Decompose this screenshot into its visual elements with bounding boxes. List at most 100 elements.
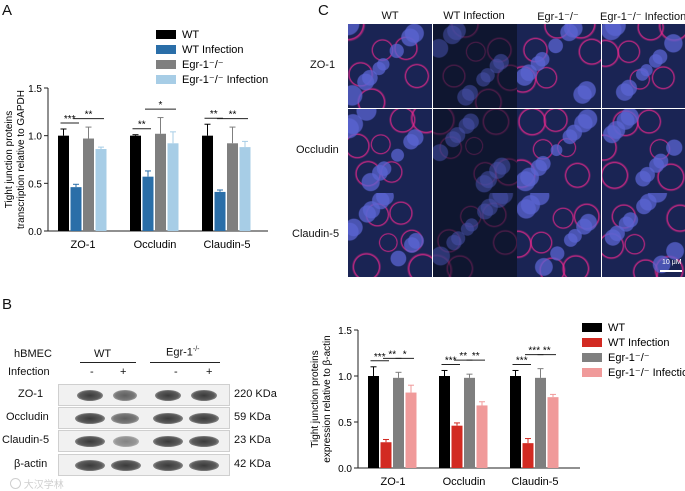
blot-kda-occludin: 59 KDa bbox=[234, 411, 271, 423]
sign-4: + bbox=[206, 366, 212, 378]
bar bbox=[523, 443, 534, 468]
sign-3: - bbox=[174, 366, 178, 378]
bar bbox=[168, 143, 179, 231]
micrograph-tile bbox=[517, 109, 601, 193]
legend-label: WT Infection bbox=[182, 44, 244, 56]
significance-label: ** bbox=[85, 110, 93, 121]
cell-line-label: hBMEC bbox=[14, 348, 52, 360]
x-tick-label: ZO-1 bbox=[70, 239, 95, 251]
col-header-wt: WT bbox=[348, 10, 432, 22]
y-axis-label: Tight junction proteins bbox=[310, 350, 321, 447]
blot-lane-claudin5 bbox=[58, 430, 230, 452]
blot-kda-zo1: 220 KDa bbox=[234, 388, 277, 400]
legend-swatch bbox=[582, 353, 602, 362]
micrograph-tile bbox=[348, 24, 432, 108]
blot-kda-bactin: 42 KDa bbox=[234, 458, 271, 470]
micrograph-tile bbox=[517, 24, 601, 108]
col-header-wt-infection: WT Infection bbox=[432, 10, 516, 22]
legend-swatch bbox=[582, 323, 602, 332]
x-tick-label: ZO-1 bbox=[380, 476, 405, 488]
legend-label: WT bbox=[182, 29, 199, 41]
bar bbox=[83, 139, 94, 231]
micrograph-tile bbox=[433, 109, 517, 193]
group-line-egr bbox=[150, 362, 220, 363]
band bbox=[75, 436, 105, 447]
legend-label: Egr-1⁻/⁻ Infection bbox=[608, 367, 685, 379]
blot-lane-bactin bbox=[58, 454, 230, 476]
significance-label: ** bbox=[543, 346, 551, 357]
band bbox=[77, 390, 103, 401]
significance-label: ** bbox=[459, 351, 467, 362]
band bbox=[155, 390, 181, 401]
blot-row-label-zo1: ZO-1 bbox=[18, 388, 43, 400]
sign-2: + bbox=[120, 366, 126, 378]
micrograph-tile bbox=[433, 24, 517, 108]
band bbox=[113, 390, 137, 401]
bar bbox=[439, 376, 450, 468]
y-tick-label: 1.5 bbox=[338, 326, 352, 337]
group-line-wt bbox=[80, 362, 136, 363]
y-tick-label: 0.0 bbox=[28, 227, 42, 238]
blot-row-label-claudin5: Claudin-5 bbox=[2, 434, 49, 446]
y-tick-label: 0.5 bbox=[338, 418, 352, 429]
bar bbox=[71, 187, 82, 231]
legend-label: WT bbox=[608, 322, 625, 334]
row-header-claudin5: Claudin-5 bbox=[292, 228, 339, 240]
row-header-occludin: Occludin bbox=[296, 144, 339, 156]
bar bbox=[452, 426, 463, 468]
scale-bar-label: 10 μM bbox=[662, 259, 682, 266]
bar bbox=[240, 147, 251, 231]
blot-row-label-occludin: Occludin bbox=[6, 411, 49, 423]
row-header-zo1: ZO-1 bbox=[310, 59, 335, 71]
x-tick-label: Occludin bbox=[443, 476, 486, 488]
micrograph-tile bbox=[602, 24, 685, 108]
blot-lane-zo1 bbox=[58, 384, 230, 406]
legend-label: WT Infection bbox=[608, 337, 670, 349]
band bbox=[113, 436, 139, 447]
significance-label: *** bbox=[64, 114, 76, 125]
sign-1: - bbox=[90, 366, 94, 378]
legend-label: Egr-1⁻/⁻ bbox=[182, 59, 224, 71]
significance-label: *** bbox=[516, 355, 528, 366]
band bbox=[75, 460, 105, 471]
y-axis-label: Tight junction proteins bbox=[4, 111, 15, 208]
micrograph-grid bbox=[348, 24, 685, 277]
bar bbox=[368, 376, 379, 468]
legend-swatch bbox=[582, 368, 602, 377]
band bbox=[189, 413, 219, 424]
x-tick-label: Occludin bbox=[134, 239, 177, 251]
y-tick-label: 0.5 bbox=[28, 179, 42, 190]
band bbox=[153, 436, 183, 447]
scale-bar bbox=[660, 270, 682, 272]
significance-label: *** bbox=[445, 355, 457, 366]
group-label-egr: Egr-1-/- bbox=[166, 346, 200, 359]
bar bbox=[58, 136, 69, 231]
significance-label: ** bbox=[229, 110, 237, 121]
band bbox=[189, 436, 219, 447]
micrograph-tile bbox=[602, 109, 685, 193]
micrograph-tile bbox=[433, 193, 517, 277]
group-label-wt: WT bbox=[94, 348, 111, 360]
western-blot: hBMEC WT Egr-1-/- Infection - + - + ZO-1… bbox=[0, 300, 300, 489]
bar bbox=[548, 397, 559, 468]
y-axis-label: transcription relative to GAPDH bbox=[16, 90, 27, 229]
band bbox=[75, 413, 105, 424]
significance-label: ** bbox=[388, 349, 396, 360]
bar bbox=[510, 376, 521, 468]
band bbox=[191, 390, 217, 401]
blot-kda-claudin5: 23 KDa bbox=[234, 434, 271, 446]
bar bbox=[406, 393, 417, 468]
bar bbox=[464, 378, 475, 468]
bar bbox=[393, 378, 404, 468]
legend-swatch bbox=[156, 75, 176, 84]
legend-label: Egr-1⁻/⁻ bbox=[608, 352, 650, 364]
watermark-text: 大汉学林 bbox=[24, 480, 64, 491]
significance-label: ** bbox=[138, 120, 146, 131]
panel-label-a: A bbox=[2, 2, 12, 19]
bar bbox=[143, 177, 154, 231]
bar bbox=[155, 134, 166, 231]
micrograph-tile bbox=[348, 109, 432, 193]
x-tick-label: Claudin-5 bbox=[511, 476, 558, 488]
bar bbox=[477, 405, 488, 468]
